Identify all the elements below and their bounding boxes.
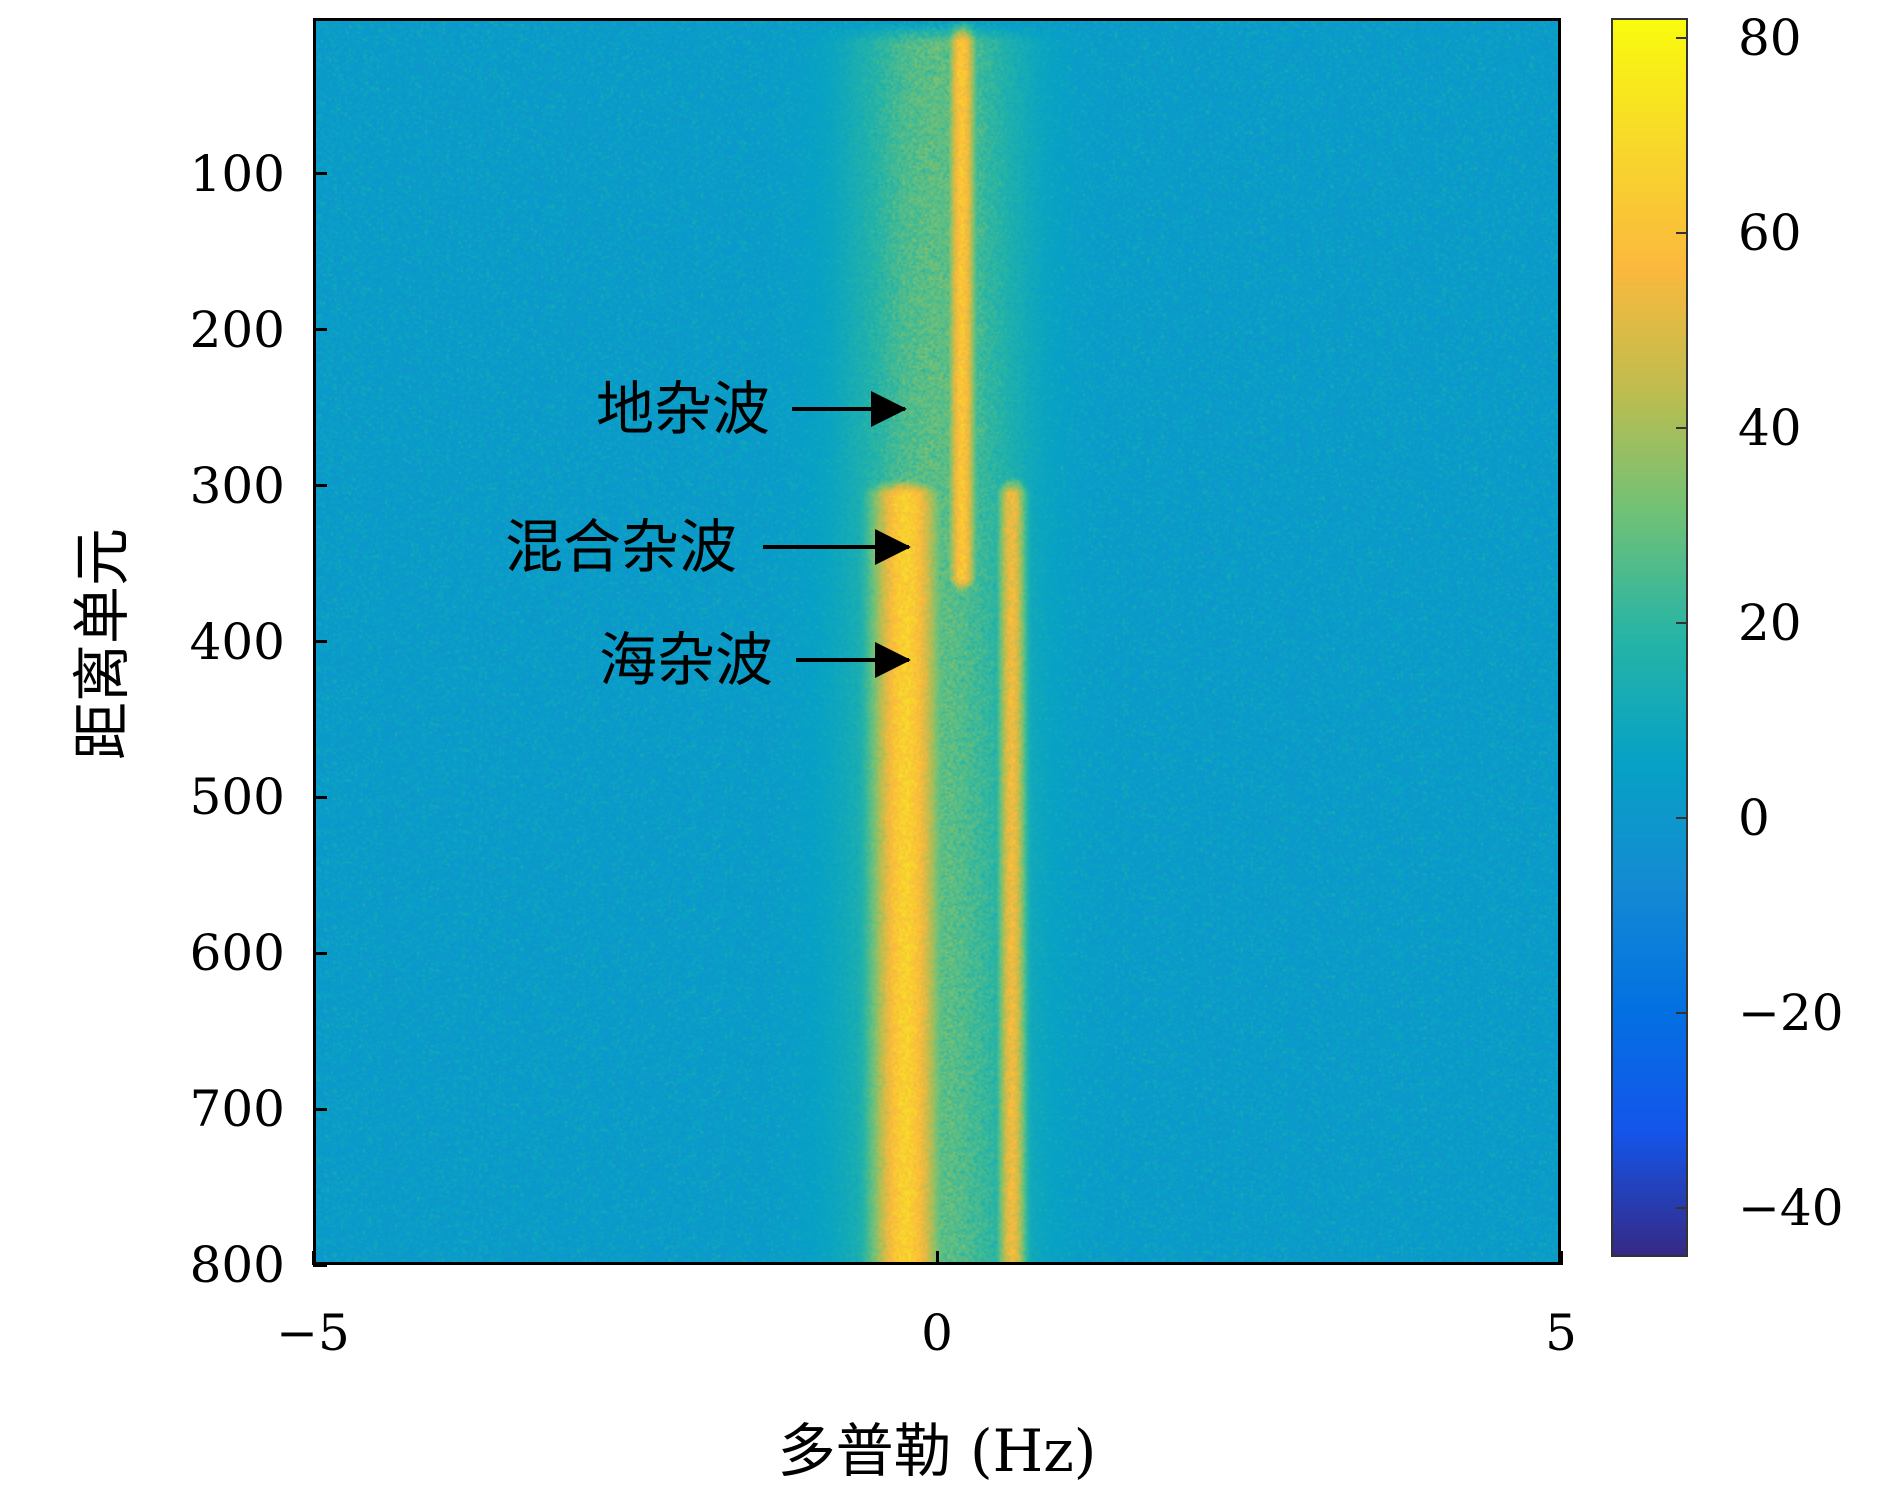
y-tick-label: 300 bbox=[189, 456, 285, 515]
y-tick-label: 700 bbox=[189, 1080, 285, 1139]
y-tick-mark bbox=[313, 1263, 327, 1267]
colorbar-tick-label: −40 bbox=[1738, 1179, 1844, 1238]
colorbar-tick-mark bbox=[1676, 1207, 1688, 1210]
y-tick-label: 800 bbox=[189, 1236, 285, 1294]
arrow-ground-clutter bbox=[792, 407, 905, 411]
x-tick-label: 5 bbox=[1545, 1304, 1577, 1362]
y-tick-mark bbox=[313, 951, 327, 955]
y-axis-label: 距离单元 bbox=[68, 527, 136, 761]
x-axis-label: 多普勒 (Hz) bbox=[777, 1417, 1097, 1485]
colorbar-tick-mark bbox=[1676, 36, 1688, 39]
colorbar-tick-label: 60 bbox=[1738, 203, 1802, 262]
x-tick-mark bbox=[1559, 1251, 1563, 1265]
y-tick-label: 600 bbox=[189, 924, 285, 983]
y-tick-label: 400 bbox=[189, 612, 285, 671]
colorbar bbox=[1611, 18, 1688, 1257]
colorbar-tick-label: 0 bbox=[1738, 788, 1770, 847]
y-tick-label: 100 bbox=[189, 144, 285, 203]
y-tick-mark bbox=[313, 328, 327, 332]
colorbar-tick-label: −20 bbox=[1738, 984, 1844, 1043]
y-tick-label: 500 bbox=[189, 768, 285, 827]
arrow-sea-clutter bbox=[796, 658, 909, 662]
arrow-mixed-clutter bbox=[763, 545, 909, 549]
y-tick-mark bbox=[313, 795, 327, 799]
colorbar-tick-label: 40 bbox=[1738, 398, 1802, 457]
y-tick-mark bbox=[313, 484, 327, 488]
x-tick-mark bbox=[935, 1251, 939, 1265]
y-tick-mark bbox=[313, 172, 327, 176]
colorbar-tick-mark bbox=[1676, 816, 1688, 819]
annotation-sea-clutter: 海杂波 bbox=[598, 626, 773, 694]
x-tick-label: 0 bbox=[921, 1304, 953, 1362]
annotation-ground-clutter: 地杂波 bbox=[595, 375, 770, 443]
y-tick-mark bbox=[313, 1107, 327, 1111]
x-tick-label: −5 bbox=[276, 1304, 350, 1362]
colorbar-tick-mark bbox=[1676, 621, 1688, 624]
colorbar-tick-mark bbox=[1676, 426, 1688, 429]
annotation-mixed-clutter: 混合杂波 bbox=[504, 513, 737, 581]
colorbar-tick-mark bbox=[1676, 1012, 1688, 1015]
heatmap-image bbox=[313, 18, 1561, 1265]
colorbar-tick-label: 80 bbox=[1738, 8, 1802, 67]
colorbar-tick-label: 20 bbox=[1738, 593, 1802, 652]
x-tick-mark bbox=[311, 1251, 315, 1265]
y-tick-label: 200 bbox=[189, 300, 285, 359]
colorbar-tick-mark bbox=[1676, 231, 1688, 234]
heatmap-plot-area bbox=[313, 18, 1561, 1265]
y-tick-mark bbox=[313, 640, 327, 643]
